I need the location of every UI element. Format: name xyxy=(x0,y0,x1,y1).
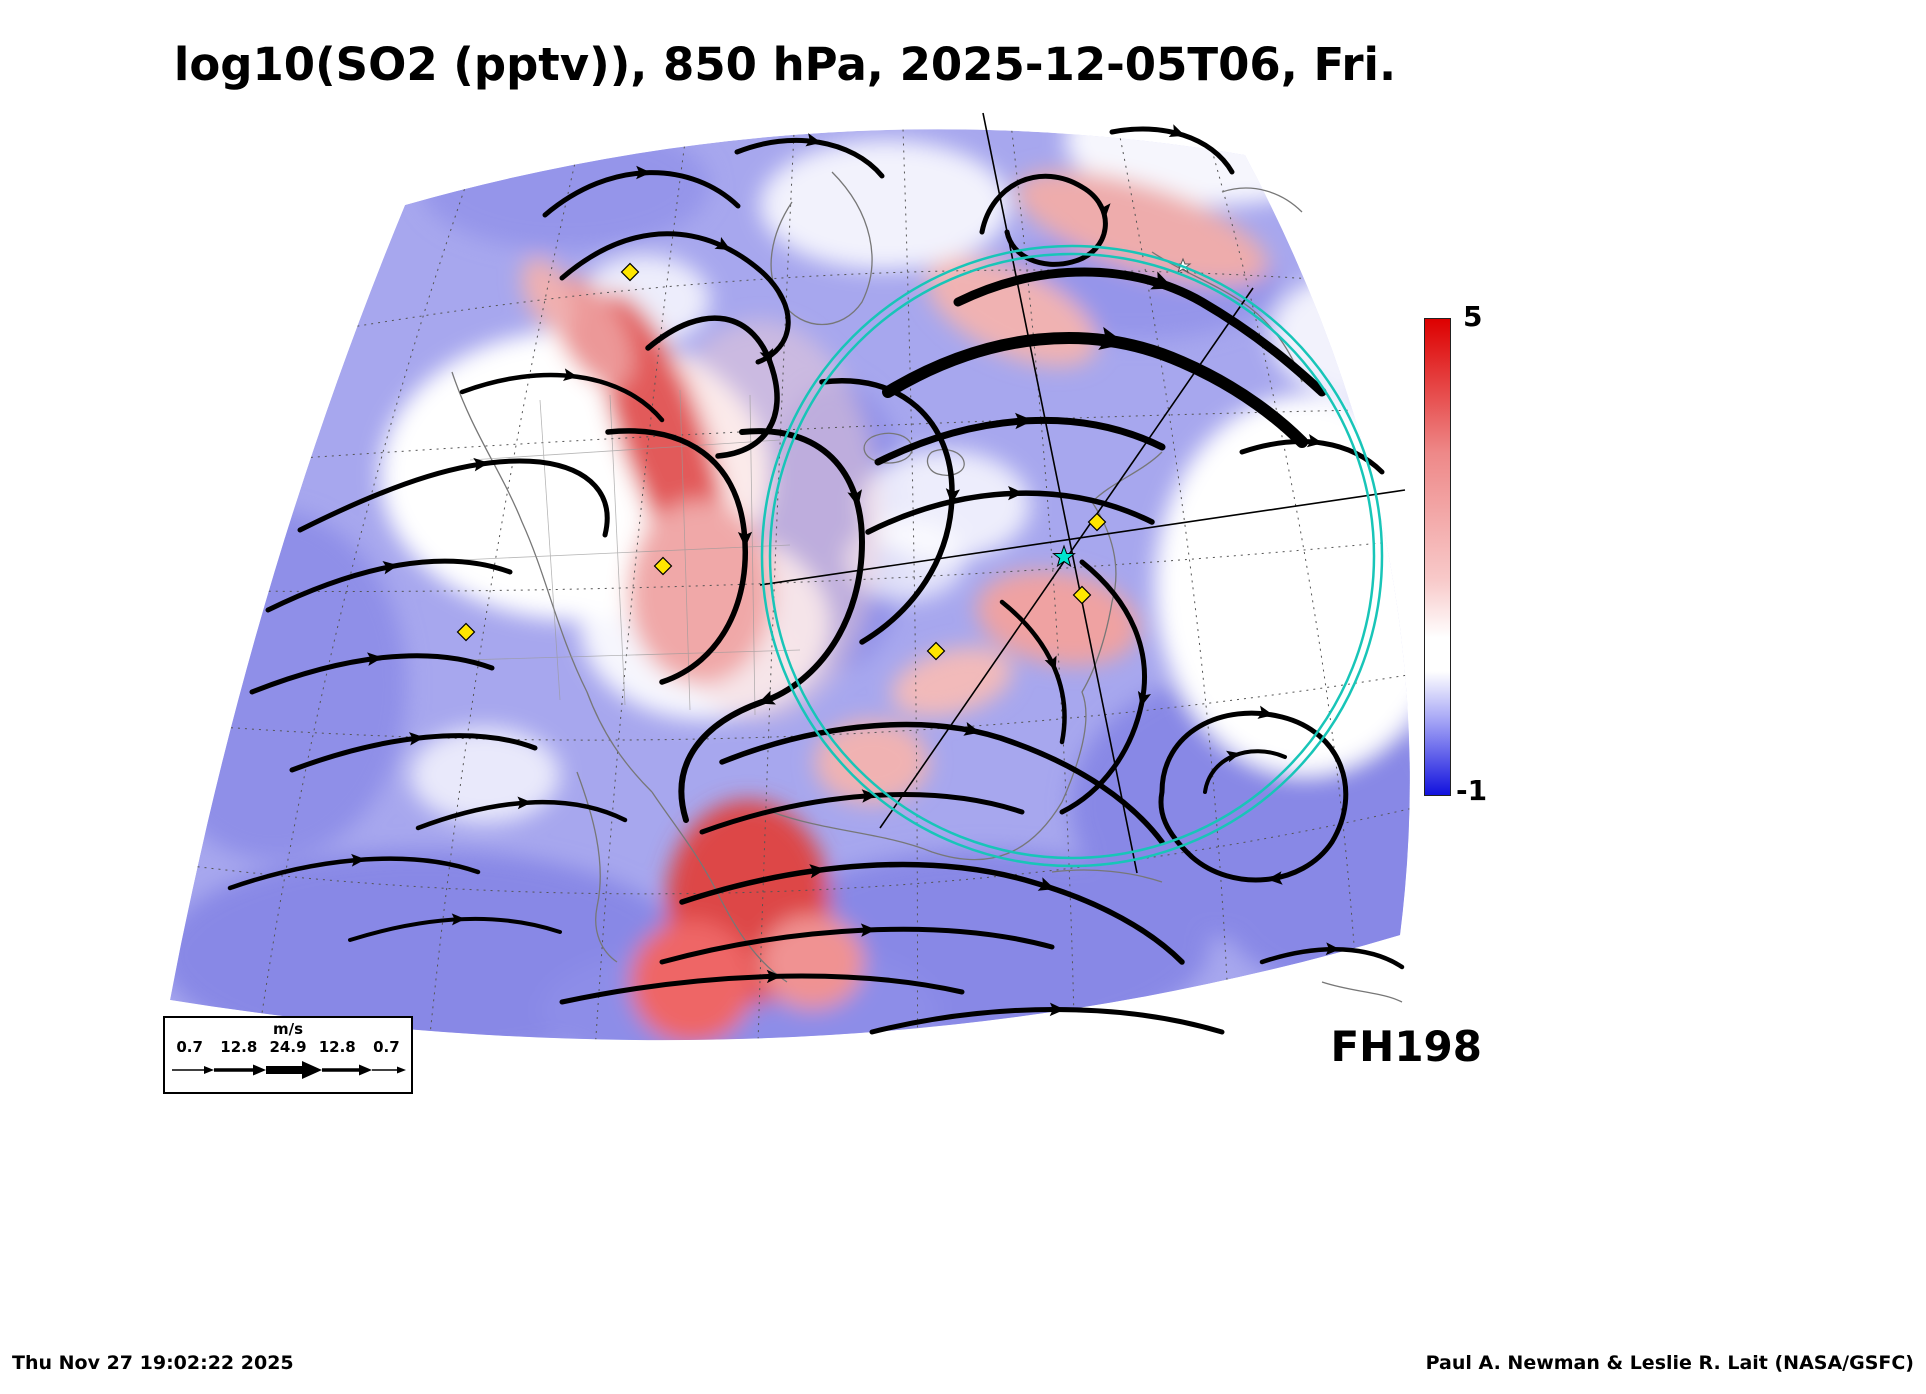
center-star-marker xyxy=(1052,544,1076,568)
streamline-arrowhead xyxy=(805,133,822,147)
coastline xyxy=(1091,451,1163,503)
state-borders xyxy=(459,389,801,716)
streamline-arrowhead xyxy=(473,457,489,472)
great-lake xyxy=(863,432,913,464)
graticule-line xyxy=(230,674,1406,741)
station-markers xyxy=(456,262,1107,661)
graticule-line xyxy=(357,269,1305,327)
streamline-arrowhead xyxy=(1037,877,1055,891)
streamline-arrowhead xyxy=(1325,942,1341,956)
forecast-hour-label: FH198 xyxy=(1330,1022,1482,1071)
streamline-arrowhead xyxy=(945,488,960,505)
range-line xyxy=(759,489,1406,586)
coastline xyxy=(771,801,1063,861)
graticule-line xyxy=(268,542,1387,592)
streamline-arrowhead xyxy=(1257,705,1274,719)
streamline-arrowhead xyxy=(1049,1002,1065,1017)
streamline-arrowhead xyxy=(382,561,399,575)
wind-streamlines xyxy=(227,124,1405,1035)
streamline-arrowhead xyxy=(451,913,466,926)
great-lake xyxy=(926,448,965,476)
streamline-arrowhead xyxy=(562,368,578,382)
streamline-arrowhead xyxy=(1137,690,1152,708)
streamline-arrowhead xyxy=(367,652,383,666)
streamline-arrowhead xyxy=(860,923,877,937)
graticule-line xyxy=(429,164,576,1032)
range-line xyxy=(982,112,1138,874)
station-marker xyxy=(1087,512,1107,532)
streamline-arrowhead xyxy=(1267,871,1283,885)
streamline-arrowhead xyxy=(408,732,425,746)
credit-text: Paul A. Newman & Leslie R. Lait (NASA/GS… xyxy=(1425,1352,1914,1374)
wind-legend-unit: m/s xyxy=(272,1020,304,1038)
wind-legend-value: 0.7 xyxy=(373,1038,400,1056)
wind-scale-arrows xyxy=(172,1061,406,1079)
colorbar-max-label: 5 xyxy=(1463,300,1483,333)
streamline-arrowhead xyxy=(963,721,981,736)
station-marker xyxy=(1072,585,1092,605)
streamline-arrowhead xyxy=(809,864,826,879)
colorbar-gradient xyxy=(1424,318,1451,796)
streamline-arrowhead xyxy=(766,969,782,984)
streamline-arrowhead xyxy=(1226,750,1241,763)
graticule-line xyxy=(902,129,919,1029)
range-circle xyxy=(760,244,1384,868)
plot-title: log10(SO2 (pptv)), 850 hPa, 2025-12-05T0… xyxy=(173,38,1397,91)
footer: Thu Nov 27 19:02:22 2025 Paul A. Newman … xyxy=(0,1352,1926,1374)
streamline-arrowhead xyxy=(517,796,532,810)
graticule-line xyxy=(261,188,465,1014)
generated-timestamp: Thu Nov 27 19:02:22 2025 xyxy=(12,1352,294,1374)
streamline-arrowhead xyxy=(847,489,863,508)
streamline-arrowhead xyxy=(1168,124,1186,137)
streamline-arrowhead xyxy=(636,165,652,180)
streamline-arrowhead xyxy=(1098,326,1127,350)
station-marker xyxy=(620,262,640,282)
station-marker xyxy=(926,641,946,661)
graticule-line xyxy=(310,409,1353,458)
streamline-arrowhead xyxy=(759,348,774,366)
colorbar-min-label: -1 xyxy=(1456,774,1488,807)
coastline xyxy=(1061,501,1117,803)
wind-legend-value: 0.7 xyxy=(176,1038,203,1056)
streamline-arrowhead xyxy=(1015,412,1034,430)
wind-legend: m/s 0.7 12.8 24.9 12.8 0.7 xyxy=(163,1016,413,1094)
streamline-arrowhead xyxy=(714,236,731,251)
so2-field xyxy=(170,129,1410,1041)
coastline xyxy=(1221,187,1303,213)
coastline xyxy=(1051,869,1163,883)
streamline-arrowhead xyxy=(1097,203,1111,219)
wind-legend-value: 24.9 xyxy=(269,1038,307,1056)
station-marker xyxy=(456,622,476,642)
graticule-line xyxy=(595,146,685,1040)
streamline-arrowhead xyxy=(1008,486,1024,501)
wind-legend-values: 0.7 12.8 24.9 12.8 0.7 xyxy=(165,1038,411,1056)
wind-legend-value: 12.8 xyxy=(220,1038,258,1056)
streamline-arrowhead xyxy=(737,531,753,548)
streamline-arrowhead xyxy=(1306,434,1323,448)
coastline xyxy=(770,171,873,325)
coastline xyxy=(1321,981,1403,1003)
streamline-arrowhead xyxy=(1150,271,1174,290)
streamline-arrowhead xyxy=(351,853,366,867)
streamline-arrowhead xyxy=(861,789,877,803)
streamline-arrowhead xyxy=(757,690,776,705)
streamline-arrowhead xyxy=(1044,655,1057,671)
station-marker xyxy=(653,556,673,576)
wind-legend-value: 12.8 xyxy=(318,1038,356,1056)
coastline xyxy=(451,371,653,793)
